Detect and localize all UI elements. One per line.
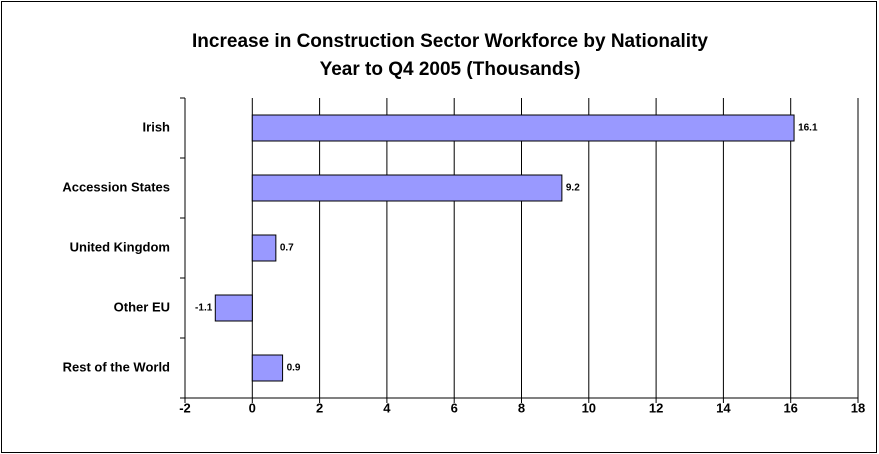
x-tick-label: 16 [783,400,797,415]
data-label: -1.1 [195,303,213,314]
x-tick-label: 6 [451,400,458,415]
chart-title: Increase in Construction Sector Workforc… [192,31,708,52]
x-tick-label: 0 [249,400,256,415]
x-tick-label: 4 [383,400,391,415]
data-label: 9.2 [566,183,580,194]
data-label: 0.7 [280,243,294,254]
chart-subtitle: Year to Q4 2005 (Thousands) [320,59,581,80]
y-tick-label: United Kingdom [70,239,170,254]
y-tick-label: Irish [143,119,171,134]
bar [251,354,284,382]
x-tick-label: -2 [179,400,191,415]
y-tick-label: Other EU [114,299,170,314]
x-tick-label: 2 [316,400,323,415]
x-tick-label: 8 [518,400,525,415]
y-tick-label: Rest of the World [63,359,170,374]
data-label: 0.9 [287,363,301,374]
y-tick-label: Accession States [62,179,170,194]
bar [251,174,563,202]
bar [251,234,277,262]
bar [251,114,795,142]
x-tick-label: 14 [716,400,731,415]
bar [214,294,253,322]
data-label: 16.1 [798,123,818,134]
x-tick-label: 18 [851,400,865,415]
x-tick-label: 10 [582,400,596,415]
x-tick-label: 12 [649,400,663,415]
